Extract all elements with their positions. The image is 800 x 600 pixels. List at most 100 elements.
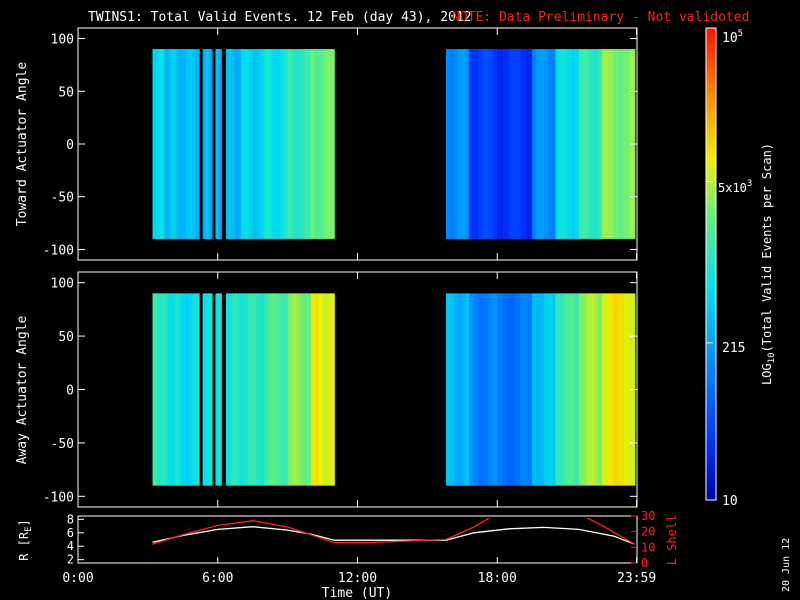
heatmap-cell	[314, 293, 320, 486]
heatmap-cell	[219, 293, 221, 486]
heatmap-cell	[526, 49, 533, 239]
heatmap-cell	[256, 293, 262, 486]
heatmap-cell	[225, 293, 230, 486]
heatmap-cell	[175, 293, 179, 486]
heatmap-cell	[322, 49, 328, 239]
heatmap-cell	[241, 49, 246, 239]
heatmap-cell	[318, 293, 324, 486]
heatmap-cell	[487, 49, 494, 239]
heatmap-cell	[152, 293, 156, 486]
heatmap-cell	[520, 49, 527, 239]
heatmap-cell	[279, 49, 285, 239]
heatmap-cell	[539, 49, 545, 239]
heatmap-cell	[152, 49, 156, 239]
heatmap-cell	[582, 49, 588, 239]
heatmap-cell	[514, 49, 522, 239]
heatmap-cell	[508, 49, 516, 239]
heatmap-cell	[536, 293, 541, 486]
heatmap-cell	[162, 49, 165, 239]
orbit-y-tick-label: 8	[67, 512, 74, 526]
heatmap-cell	[188, 49, 193, 239]
heatmap-cell	[310, 293, 316, 486]
heatmap-cell	[241, 293, 246, 486]
heatmap-cell	[465, 49, 470, 239]
y2-axis-label-orbit: L Shell	[665, 515, 679, 566]
heatmap-cell	[154, 49, 158, 239]
heatmap-cell	[555, 49, 560, 239]
heatmap-cell	[473, 293, 480, 486]
heatmap-cell	[233, 293, 237, 486]
heatmap-away	[152, 293, 636, 486]
heatmap-cell	[192, 293, 197, 486]
heatmap-cell	[574, 293, 580, 486]
panel-toward-actuator: 100 50 0 -50 -100 Toward Actuator Angle	[15, 27, 638, 261]
heatmap-cell	[594, 49, 599, 239]
heatmap-cell	[598, 49, 603, 239]
heatmap-cell	[299, 49, 304, 239]
heatmap-cell	[551, 293, 557, 486]
heatmap-cell	[154, 293, 158, 486]
heatmap-cell	[503, 49, 510, 239]
colorbar-label: LOG10(Total Valid Events per Scan)	[760, 143, 777, 385]
heatmap-cell	[173, 293, 177, 486]
heatmap-cell	[287, 293, 293, 486]
heatmap-cell	[453, 293, 459, 486]
heatmap-cell	[156, 293, 159, 486]
colorbar-scale	[705, 27, 717, 501]
heatmap-cell	[248, 293, 254, 486]
heatmap-cell	[478, 293, 484, 486]
colorbar-ticks	[706, 27, 713, 501]
heatmap-cell	[453, 49, 459, 239]
heatmap-cell	[244, 293, 250, 486]
y-tick-label: -100	[43, 243, 74, 258]
heatmap-cell	[469, 293, 475, 486]
heatmap-cell	[574, 49, 580, 239]
heatmap-cell	[268, 293, 273, 486]
heatmap-cell	[166, 49, 170, 239]
x-axis-label: Time (UT)	[322, 586, 392, 600]
heatmap-cell	[164, 293, 168, 486]
heatmap-cell	[514, 293, 522, 486]
heatmap-cell	[291, 293, 296, 486]
heatmap-cell	[446, 293, 451, 486]
heatmap-cell	[162, 293, 165, 486]
heatmap-cell	[207, 49, 210, 239]
heatmap-cell	[586, 49, 592, 239]
heatmap-cell	[483, 49, 489, 239]
orbit-y-tick-label: 4	[67, 539, 74, 553]
heatmap-cell	[216, 293, 218, 486]
heatmap-cell	[171, 49, 175, 239]
y-tick-label: 50	[58, 330, 74, 345]
heatmap-cell	[202, 293, 205, 486]
orbit-y2-tick-label: 30	[641, 509, 655, 523]
heatmap-cell	[283, 293, 289, 486]
heatmap-cell	[210, 49, 213, 239]
heatmap-cell	[210, 293, 213, 486]
y-tick-label: -50	[51, 437, 74, 452]
heatmap-cell	[543, 293, 549, 486]
heatmap-cell	[171, 293, 175, 486]
heatmap-cell	[446, 49, 451, 239]
heatmap-cell	[208, 293, 211, 486]
heatmap-cell	[158, 293, 161, 486]
heatmap-cell	[279, 293, 285, 486]
l-shell-line	[585, 518, 636, 545]
heatmap-cell	[571, 49, 576, 239]
heatmap-cell	[612, 49, 619, 239]
heatmap-cell	[578, 293, 584, 486]
heatmap-cell	[461, 49, 467, 239]
heatmap-cell	[252, 49, 258, 239]
heatmap-cell	[204, 49, 207, 239]
heatmap-cell	[607, 49, 614, 239]
heatmap-cell	[492, 49, 498, 239]
heatmap-cell	[291, 49, 296, 239]
heatmap-cell	[330, 293, 335, 486]
heatmap-cell	[326, 293, 331, 486]
y-axis-label-away: Away Actuator Angle	[15, 315, 30, 464]
heatmap-cell	[602, 49, 609, 239]
heatmap-cell	[449, 49, 455, 239]
heatmap-cell	[217, 293, 219, 486]
heatmap-cell	[195, 49, 200, 239]
